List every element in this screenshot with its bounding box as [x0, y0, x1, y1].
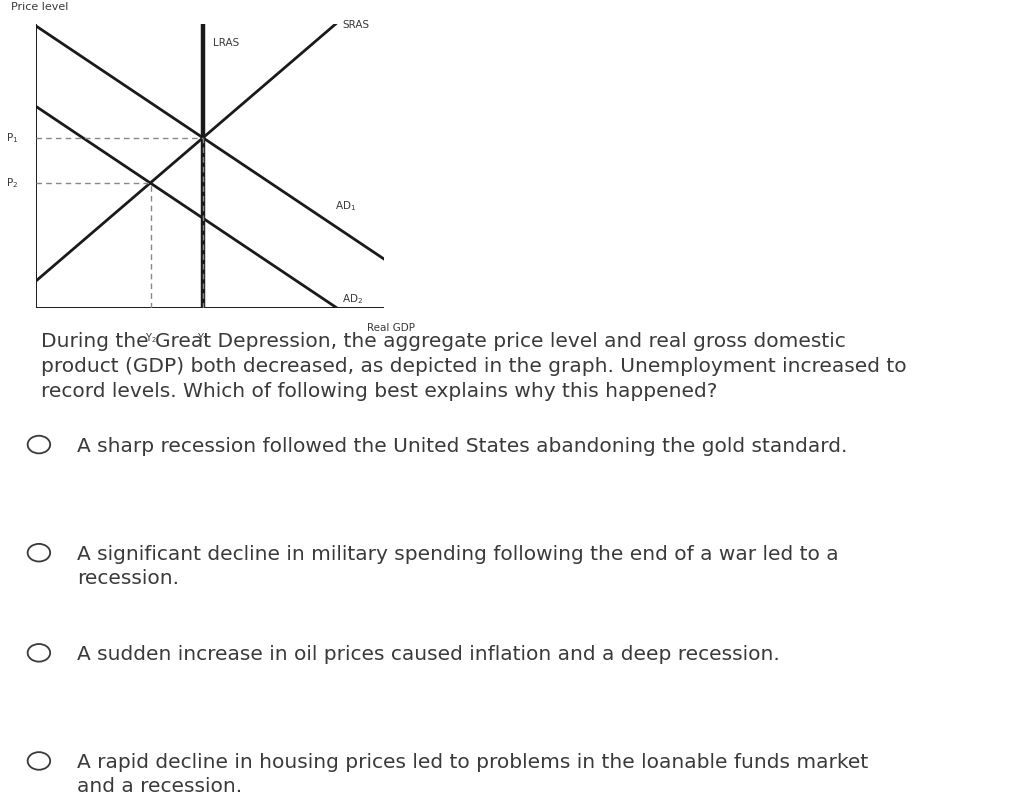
Text: During the Great Depression, the aggregate price level and real gross domestic
p: During the Great Depression, the aggrega… — [41, 332, 906, 401]
Text: A sharp recession followed the United States abandoning the gold standard.: A sharp recession followed the United St… — [77, 437, 847, 456]
Text: A sudden increase in oil prices caused inflation and a deep recession.: A sudden increase in oil prices caused i… — [77, 645, 779, 664]
Text: AD$_2$: AD$_2$ — [342, 292, 364, 306]
Text: Y$_2$: Y$_2$ — [145, 331, 157, 345]
Text: SRAS: SRAS — [342, 20, 370, 30]
Text: LRAS: LRAS — [213, 38, 240, 48]
Text: P$_2$: P$_2$ — [6, 176, 18, 190]
Text: P$_1$: P$_1$ — [6, 131, 18, 145]
Text: Real GDP: Real GDP — [368, 324, 416, 333]
Text: Y$_1$: Y$_1$ — [197, 331, 209, 345]
Text: A rapid decline in housing prices led to problems in the loanable funds market
a: A rapid decline in housing prices led to… — [77, 753, 868, 796]
Text: A significant decline in military spending following the end of a war led to a
r: A significant decline in military spendi… — [77, 545, 839, 588]
Text: AD$_1$: AD$_1$ — [335, 199, 356, 212]
Text: Price level: Price level — [11, 2, 69, 12]
